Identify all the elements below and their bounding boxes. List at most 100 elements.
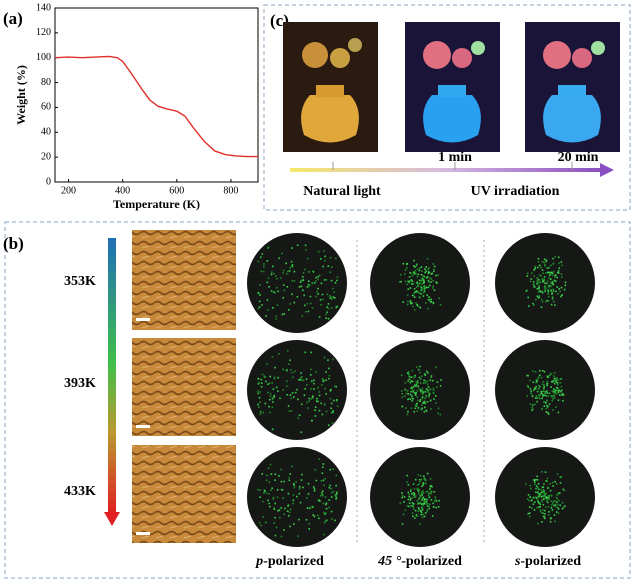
speckle (558, 499, 560, 502)
speckle (418, 292, 421, 294)
speckle (410, 390, 412, 393)
speckle (559, 290, 561, 293)
speckle (539, 394, 542, 396)
speckle (546, 380, 548, 383)
speckle (541, 383, 544, 385)
speckle (549, 489, 552, 492)
speckle (411, 380, 414, 383)
speckle (406, 390, 408, 392)
speckle (336, 305, 339, 308)
speckle (539, 505, 541, 508)
speckle (546, 267, 549, 269)
speckle (412, 508, 415, 510)
speckle (291, 264, 294, 266)
speckle (545, 402, 547, 404)
speckle (414, 478, 417, 481)
speckle (407, 380, 409, 382)
speckle (277, 290, 279, 293)
speckle (287, 503, 290, 506)
speckle (435, 281, 438, 283)
speckle (539, 397, 541, 400)
speckle (535, 491, 537, 493)
speckle (554, 378, 557, 381)
speckle (538, 374, 541, 377)
speckle (536, 498, 539, 500)
speckle (283, 313, 286, 315)
speckle (258, 396, 261, 399)
speckle (412, 506, 415, 508)
speckle (273, 394, 276, 397)
pattern-disc (495, 447, 595, 547)
speckle (304, 244, 307, 247)
speckle (328, 374, 331, 377)
speckle (310, 302, 312, 305)
speckle (328, 486, 331, 489)
speckle (298, 379, 300, 381)
speckle (429, 477, 432, 480)
speckle (417, 407, 420, 409)
speckle (527, 386, 530, 388)
speckle (547, 375, 549, 377)
speckle (536, 475, 538, 478)
speckle (536, 280, 539, 282)
speckle (298, 286, 301, 288)
speckle (433, 398, 435, 400)
speckle (555, 483, 558, 485)
speckle (322, 380, 325, 383)
speckle (543, 483, 545, 485)
speckle (534, 397, 537, 399)
speckle (539, 393, 541, 395)
speckle (411, 397, 414, 400)
speckle (418, 376, 421, 379)
speckle (418, 292, 420, 294)
speckle (421, 277, 423, 280)
speckle (421, 494, 423, 496)
speckle (417, 489, 420, 492)
speckle (541, 393, 544, 396)
speckle (556, 498, 559, 500)
speckle (266, 299, 269, 301)
vase-photos (283, 22, 620, 152)
speckle (325, 519, 328, 522)
speckle (433, 265, 436, 268)
speckle (411, 376, 414, 379)
speckle (278, 509, 281, 511)
speckle (544, 471, 547, 473)
speckle (407, 373, 410, 376)
speckle (547, 411, 549, 414)
speckle (268, 405, 270, 408)
speckle (286, 510, 289, 513)
speckle (546, 404, 548, 407)
speckle (303, 394, 306, 397)
speckle (416, 402, 418, 405)
speckle (425, 503, 428, 505)
speckle (415, 291, 417, 293)
speckle (309, 374, 312, 376)
speckle (289, 267, 292, 269)
speckle (558, 267, 561, 269)
speckle (547, 405, 550, 407)
speckle (324, 387, 326, 390)
speckle (321, 494, 324, 497)
speckle (423, 391, 425, 393)
speckle (543, 495, 545, 497)
speckle (545, 506, 547, 509)
speckle (291, 265, 294, 268)
speckle (424, 271, 427, 274)
speckle (546, 501, 549, 504)
speckle (322, 502, 325, 505)
speckle (335, 385, 337, 388)
speckle (328, 295, 331, 297)
speckle (551, 281, 554, 283)
speckle (542, 489, 545, 491)
speckle (271, 406, 274, 408)
speckle (278, 353, 280, 355)
speckle (313, 382, 315, 385)
speckle (274, 534, 277, 537)
speckle (435, 506, 438, 509)
speckle (287, 405, 290, 407)
speckle (528, 512, 531, 514)
speckle (430, 484, 432, 487)
speckle (546, 282, 548, 285)
speckle (560, 286, 563, 289)
